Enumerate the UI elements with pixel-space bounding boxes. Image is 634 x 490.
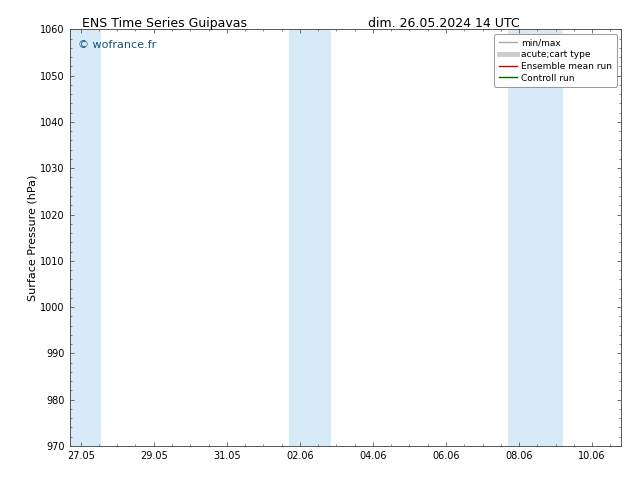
Text: dim. 26.05.2024 14 UTC: dim. 26.05.2024 14 UTC <box>368 17 519 30</box>
Text: ENS Time Series Guipavas: ENS Time Series Guipavas <box>82 17 247 30</box>
Title: ENS Time Series Guipavas      dim. 26.05.2024 14 UTC: ENS Time Series Guipavas dim. 26.05.2024… <box>0 489 1 490</box>
Bar <box>289 29 331 446</box>
Text: © wofrance.fr: © wofrance.fr <box>78 40 156 50</box>
Bar <box>508 29 563 446</box>
Bar <box>70 29 101 446</box>
Legend: min/max, acute;cart type, Ensemble mean run, Controll run: min/max, acute;cart type, Ensemble mean … <box>495 34 617 87</box>
Y-axis label: Surface Pressure (hPa): Surface Pressure (hPa) <box>27 174 37 301</box>
